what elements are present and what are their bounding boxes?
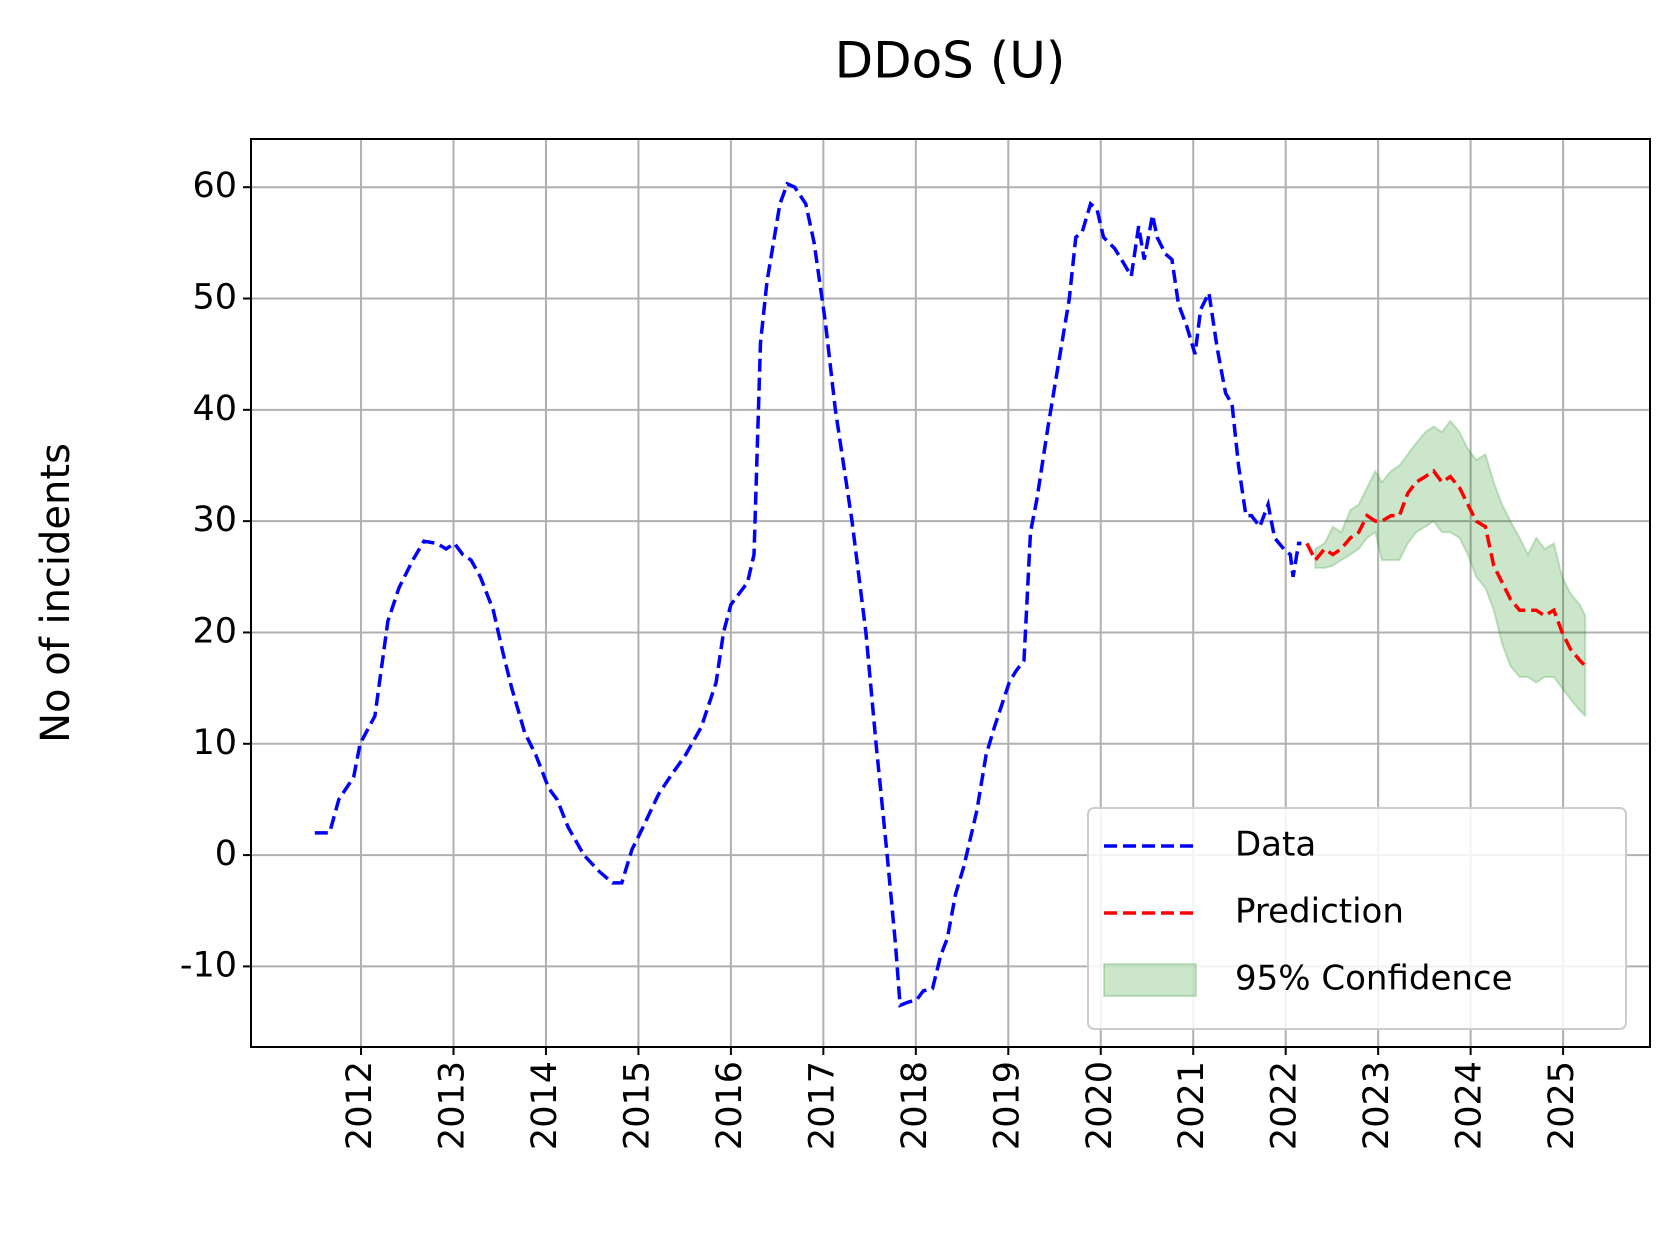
y-tick-label: 30 [192,500,237,540]
chart-title: DDoS (U) [835,32,1066,90]
x-tick-label: 2013 [432,1061,472,1150]
plot-frame [250,138,1651,1048]
x-tick-label: 2014 [525,1061,565,1150]
y-axis-label: No of incidents [33,443,79,743]
y-tick-label: 40 [192,389,237,429]
data-line [1305,468,1587,668]
legend-box [1087,807,1627,1030]
confidence-band [1314,419,1587,719]
x-tick-label: 2019 [987,1061,1027,1150]
legend-label: Data [1235,825,1316,865]
x-tick-label: 2015 [617,1061,657,1150]
x-tick-label: 2021 [1172,1061,1212,1150]
y-tick-label: -10 [180,945,237,985]
y-tick-label: 50 [192,278,237,318]
x-tick-label: 2024 [1450,1061,1490,1150]
x-tick-label: 2016 [710,1061,750,1150]
legend-label: Prediction [1235,892,1404,932]
x-tick-label: 2023 [1357,1061,1397,1150]
x-tick-label: 2018 [895,1061,935,1150]
x-tick-label: 2012 [340,1061,380,1150]
y-tick-label: 20 [192,611,237,651]
y-tick-label: 10 [192,723,237,763]
legend-swatch [1103,963,1197,997]
x-tick-label: 2020 [1080,1061,1120,1150]
x-tick-label: 2022 [1265,1061,1305,1150]
legend-label: 95% Confidence [1235,959,1513,999]
x-tick-label: 2025 [1542,1061,1582,1150]
y-tick-label: 0 [215,834,237,874]
data-line [314,181,1302,1008]
y-tick-label: 60 [192,166,237,206]
legend: Data Prediction 95% Confidence [1087,807,1627,1030]
x-tick-label: 2017 [802,1061,842,1150]
